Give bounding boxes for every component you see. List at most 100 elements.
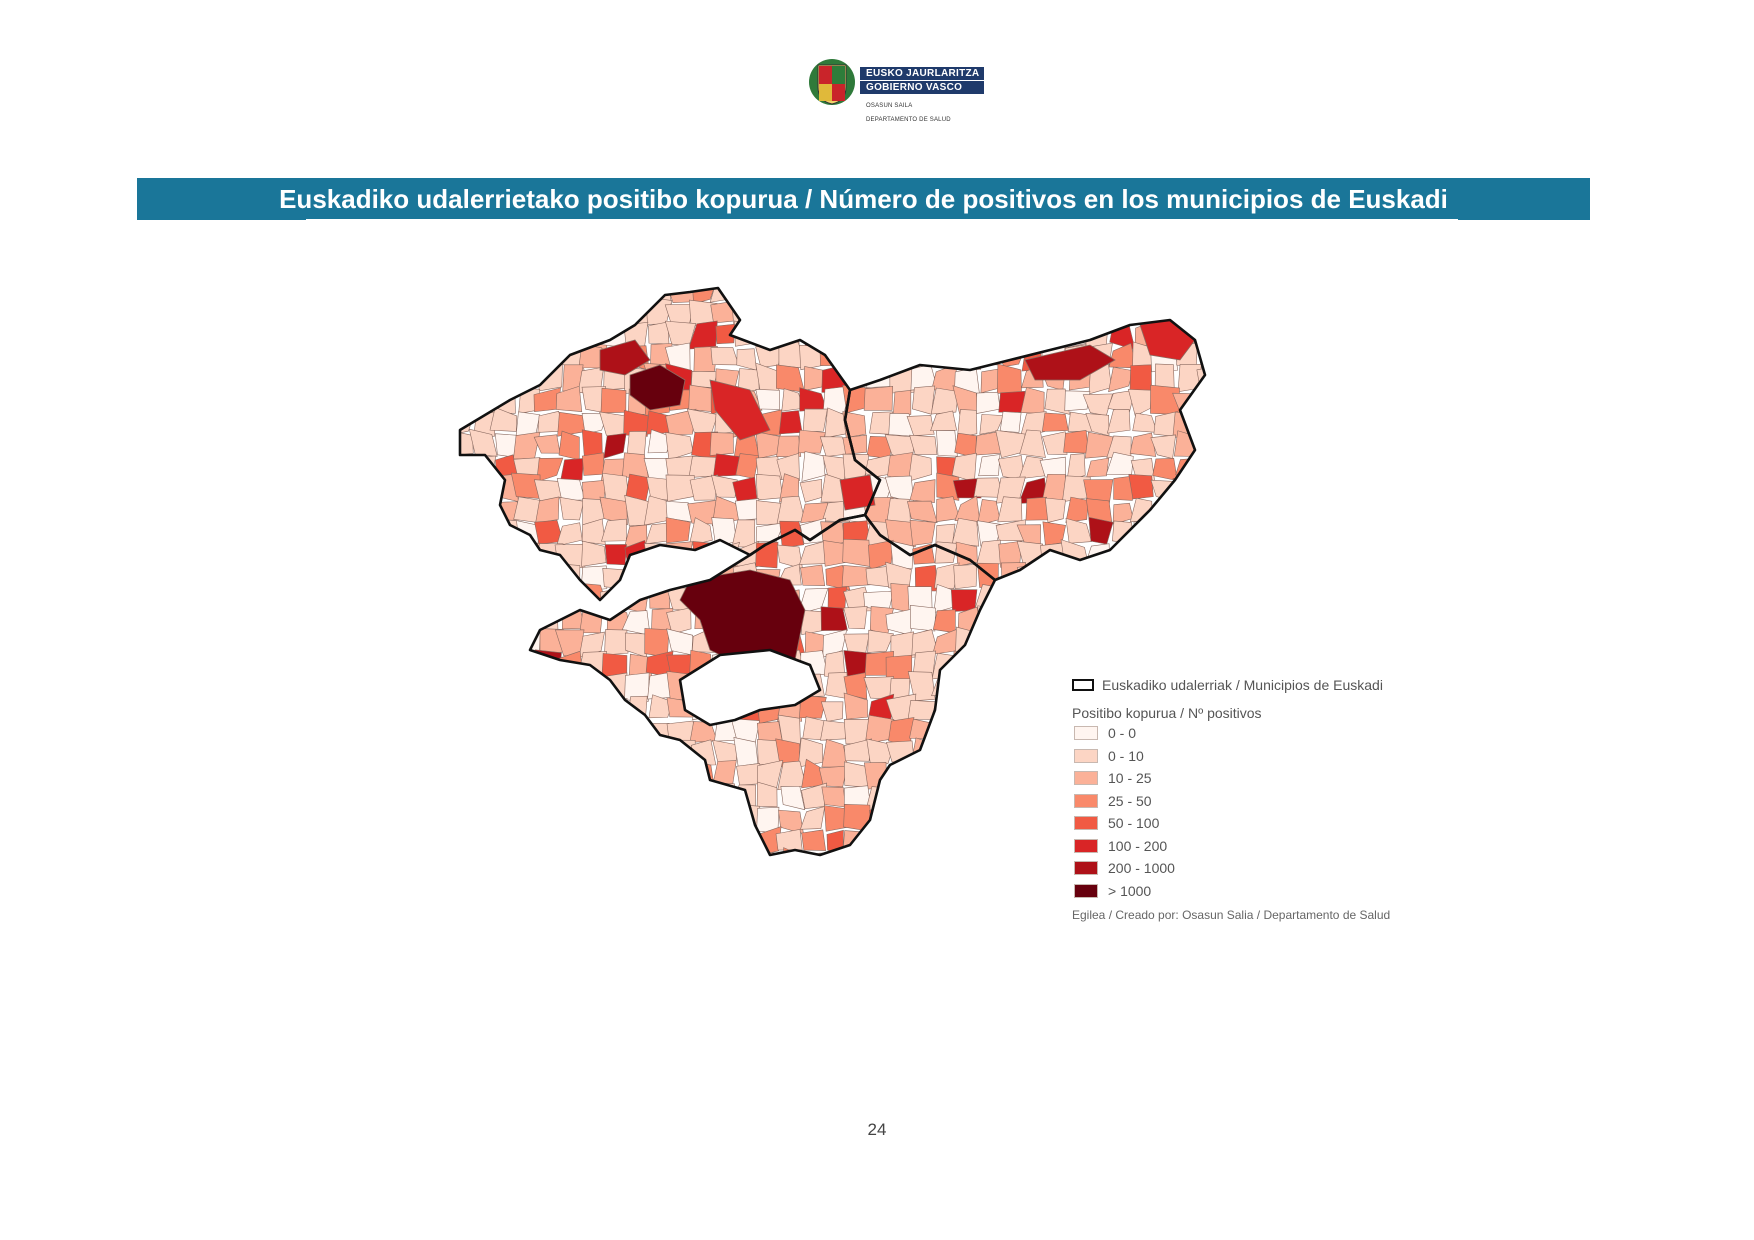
legend-item: 200 - 1000 bbox=[1072, 857, 1402, 880]
legend-heading: Positibo kopurua / Nº positivos bbox=[1072, 705, 1262, 721]
municipality-area bbox=[1108, 654, 1131, 678]
municipality-area bbox=[1063, 429, 1089, 454]
municipality-area bbox=[933, 288, 957, 307]
municipality-area bbox=[582, 678, 603, 700]
municipality-area bbox=[843, 692, 868, 720]
municipality-area bbox=[779, 520, 805, 548]
municipality-area bbox=[908, 765, 933, 789]
municipality-area bbox=[998, 870, 1021, 896]
municipality-area bbox=[468, 455, 497, 482]
municipality-area bbox=[1222, 519, 1245, 544]
municipality-area bbox=[512, 832, 542, 853]
municipality-area bbox=[798, 288, 828, 300]
municipality-area bbox=[908, 829, 937, 855]
municipality-area bbox=[951, 517, 979, 547]
legend-boundary-entry: Euskadiko udalerriak / Municipios de Eus… bbox=[1072, 675, 1402, 695]
municipality-area bbox=[489, 698, 521, 723]
coat-of-arms-icon bbox=[809, 59, 855, 105]
municipality-area bbox=[1177, 521, 1199, 548]
municipality-area bbox=[843, 606, 868, 630]
municipality-area bbox=[826, 321, 846, 348]
municipality-area bbox=[599, 586, 628, 614]
municipality-area bbox=[1088, 607, 1114, 633]
municipality-area bbox=[1130, 288, 1157, 305]
municipality-area bbox=[755, 522, 785, 543]
municipality-area bbox=[871, 872, 888, 895]
municipality-area bbox=[604, 629, 629, 656]
municipality-area bbox=[936, 472, 960, 501]
municipality-area bbox=[624, 672, 650, 702]
municipality-area bbox=[1131, 543, 1158, 570]
municipality-area bbox=[494, 540, 514, 565]
municipality-area bbox=[495, 783, 514, 812]
municipality-area bbox=[1000, 676, 1023, 698]
municipality-area bbox=[912, 543, 936, 565]
municipality-area bbox=[890, 631, 916, 659]
municipality-area bbox=[623, 563, 652, 592]
boundary-swatch bbox=[1072, 679, 1094, 691]
municipality-area bbox=[1171, 288, 1202, 302]
municipality-area bbox=[688, 850, 718, 855]
municipality-area bbox=[578, 631, 605, 658]
municipality-area bbox=[693, 806, 713, 834]
municipality-area bbox=[715, 323, 736, 345]
municipality-area bbox=[470, 741, 496, 766]
municipality-area bbox=[1003, 591, 1026, 614]
municipality-area bbox=[959, 872, 978, 899]
municipality-area bbox=[822, 872, 848, 896]
municipality-area bbox=[535, 738, 563, 768]
logo-department-basque: OSASUN SAILA bbox=[866, 103, 913, 109]
municipality-area bbox=[644, 760, 670, 786]
municipality-area bbox=[624, 586, 650, 614]
municipality-area bbox=[954, 828, 979, 855]
municipality-area bbox=[603, 738, 631, 766]
municipality-area bbox=[842, 342, 873, 373]
municipality-area bbox=[583, 694, 604, 724]
municipality-area bbox=[1024, 344, 1116, 381]
municipality-area bbox=[629, 364, 686, 411]
municipality-area bbox=[1197, 649, 1205, 675]
municipality-area bbox=[643, 495, 669, 526]
municipality-area bbox=[1133, 606, 1155, 636]
municipality-area bbox=[460, 458, 471, 477]
municipality-area bbox=[1046, 302, 1067, 327]
municipality-area bbox=[557, 780, 584, 812]
municipality-area bbox=[1040, 762, 1067, 788]
legend-swatch bbox=[1074, 726, 1098, 741]
municipality-area bbox=[908, 453, 933, 482]
municipality-area bbox=[930, 387, 959, 415]
municipality-area bbox=[842, 538, 871, 567]
municipality-area bbox=[536, 761, 561, 789]
municipality-area bbox=[801, 451, 826, 482]
municipality-area bbox=[555, 808, 587, 834]
municipality-area bbox=[533, 699, 562, 719]
municipality-area bbox=[1196, 412, 1205, 435]
municipality-area bbox=[460, 344, 473, 366]
municipality-area bbox=[580, 288, 606, 307]
municipality-area bbox=[490, 672, 519, 697]
municipality-area bbox=[1218, 280, 1243, 303]
municipality-area bbox=[1135, 582, 1156, 614]
municipality-area bbox=[800, 564, 826, 586]
municipality-area bbox=[885, 805, 915, 835]
municipality-area bbox=[1197, 497, 1205, 526]
municipality-area bbox=[467, 583, 497, 614]
municipality-area bbox=[647, 741, 674, 766]
municipality-area bbox=[460, 762, 477, 785]
municipality-area bbox=[843, 804, 872, 832]
municipality-area bbox=[1220, 346, 1243, 368]
municipality-area bbox=[1084, 299, 1113, 328]
municipality-area bbox=[491, 653, 517, 679]
municipality-area bbox=[801, 829, 827, 851]
municipality-area bbox=[512, 288, 540, 307]
municipality-area bbox=[473, 656, 493, 675]
municipality-area bbox=[713, 877, 735, 894]
municipality-area bbox=[798, 299, 825, 322]
municipality-area bbox=[1017, 720, 1048, 745]
municipality-area bbox=[710, 347, 739, 366]
municipality-area bbox=[936, 430, 958, 457]
municipality-area bbox=[1082, 393, 1114, 417]
legend-swatch bbox=[1074, 883, 1098, 898]
municipality-area bbox=[1175, 496, 1203, 526]
municipality-area bbox=[601, 783, 628, 807]
